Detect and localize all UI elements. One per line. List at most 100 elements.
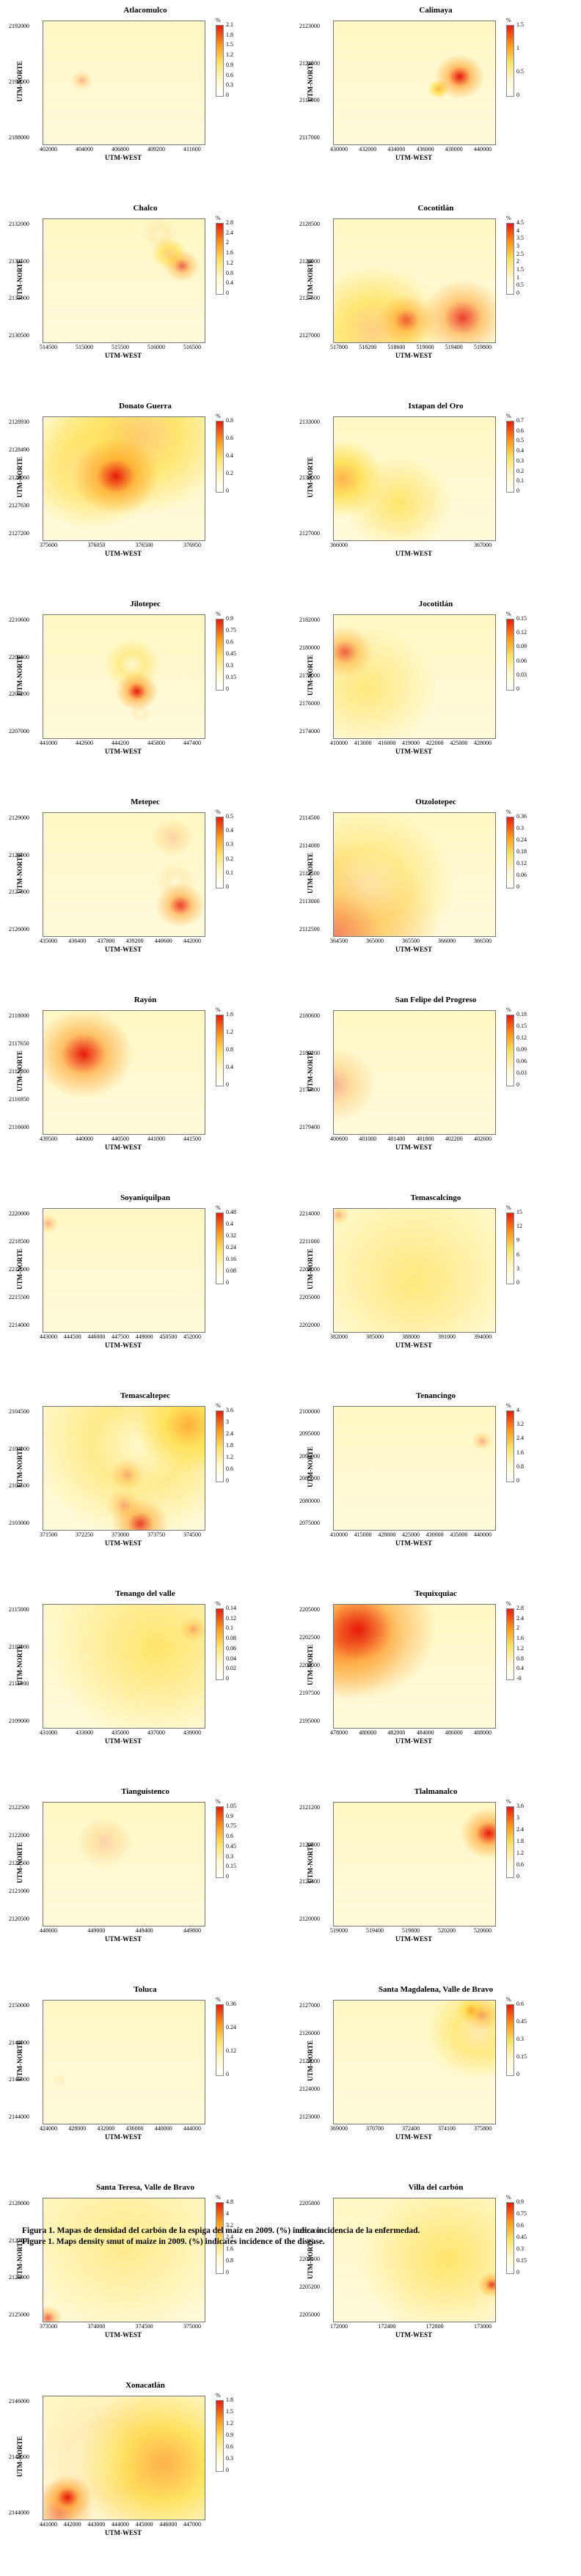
colorbar-tick-label: 1: [516, 45, 519, 51]
density-map: [333, 416, 496, 541]
y-tick-label: 2128000: [9, 851, 29, 858]
y-tick-label: 2217000: [9, 1266, 29, 1273]
colorbar-tick-label: 0.4: [226, 1064, 233, 1070]
x-tick-label: 428000: [474, 740, 492, 746]
colorbar-tick-label: 1.2: [226, 51, 233, 59]
y-tick-label: 2109000: [9, 1718, 29, 1724]
y-tick-label: 2121200: [299, 1804, 320, 1811]
colorbar-tick-label: 0.2: [516, 467, 524, 474]
colorbar-unit: %: [216, 1204, 221, 1211]
panel-title: Calimaya: [419, 6, 453, 15]
x-tick-label: 385000: [366, 1333, 384, 1340]
y-tick-label: 2192000: [9, 23, 29, 29]
y-tick-label: 2214000: [299, 1210, 320, 1217]
x-tick-label: 371500: [40, 1531, 57, 1538]
y-tick-label: 2111000: [9, 1680, 29, 1688]
y-tick-label: 2128930: [9, 419, 29, 425]
y-tick-label: 2115000: [9, 1606, 29, 1613]
colorbar: [216, 1608, 224, 1680]
y-tick-label: 2104500: [9, 1408, 29, 1415]
colorbar: [216, 1410, 224, 1482]
y-tick-label: 2218500: [9, 1238, 29, 1245]
x-axis-label: UTM-WEST: [104, 1539, 142, 1547]
colorbar-tick-label: 0.15: [516, 615, 527, 622]
x-axis-label: UTM-WEST: [395, 2133, 432, 2141]
colorbar: [216, 223, 224, 295]
map-panel: Temascaltepec UTM-NORTE 2104500 2104000 2103…: [0, 1388, 290, 1586]
density-map: [333, 1406, 496, 1531]
colorbar: [506, 1806, 514, 1878]
colorbar-unit: %: [506, 2194, 511, 2201]
x-tick-label: 366000: [330, 542, 348, 548]
colorbar-tick-label: 1.6: [226, 2245, 233, 2252]
panel-title: Villa del carbón: [408, 2183, 464, 2192]
y-tick-label: 2145000: [9, 2454, 29, 2460]
density-map: [333, 812, 496, 937]
colorbar-tick-label: 0.45: [516, 2018, 527, 2025]
y-tick-label: 2215500: [9, 1294, 29, 1300]
x-tick-label: 439500: [40, 1136, 57, 1142]
map-panel: San Felipe del Progreso UTM-NORTE 2180600 2…: [290, 993, 581, 1191]
y-tick-label: 2180600: [299, 1012, 320, 1019]
y-tick-label: 2176000: [299, 700, 320, 707]
map-panel: Rayón UTM-NORTE 2118000 2117650 2117300 21169…: [0, 993, 290, 1191]
x-tick-label: 518600: [387, 344, 406, 350]
colorbar-tick-label: 2.4: [516, 1826, 524, 1833]
x-tick-label: 432000: [97, 2125, 115, 2132]
x-tick-label: 365500: [402, 938, 420, 944]
density-map: [43, 1208, 205, 1333]
colorbar-unit: %: [216, 1996, 221, 2003]
y-tick-label: 2144000: [9, 2113, 29, 2120]
density-map: [43, 1802, 205, 1927]
y-tick-label: 2174000: [299, 728, 320, 735]
x-tick-label: 404000: [76, 146, 93, 152]
colorbar-tick-label: 0.08: [226, 1267, 236, 1274]
x-axis-label: UTM-WEST: [395, 352, 432, 359]
panel-title: Soyaniquilpan: [120, 1193, 170, 1202]
panel-title: Toluca: [134, 1985, 157, 1994]
x-tick-label: 436400: [68, 938, 87, 944]
colorbar-tick-label: 0: [226, 883, 229, 890]
x-tick-label: 449400: [135, 1927, 153, 1934]
x-tick-label: 444500: [63, 1333, 81, 1340]
x-tick-label: 420000: [378, 1531, 396, 1538]
colorbar: [506, 1015, 514, 1086]
colorbar-tick-label: 1.5: [516, 21, 524, 28]
x-axis-label: UTM-WEST: [395, 1935, 432, 1943]
x-tick-label: 515500: [112, 344, 129, 350]
colorbar-tick-label: 1.2: [226, 2420, 233, 2426]
panel-title: Ixtapan del Oro: [408, 402, 464, 411]
panel-title: Temascalcingo: [410, 1193, 461, 1202]
colorbar-tick-label: 1.8: [226, 31, 233, 38]
colorbar-unit: %: [216, 809, 221, 815]
x-tick-label: 364500: [330, 938, 348, 944]
colorbar-tick-label: 9: [516, 1237, 519, 1244]
colorbar-tick-label: 0.24: [516, 836, 527, 843]
colorbar: [216, 1806, 224, 1878]
x-tick-label: 388000: [402, 1333, 420, 1340]
panel-title: Jocotitlán: [418, 600, 453, 608]
colorbar-tick-label: 0.32: [226, 1232, 236, 1239]
colorbar-tick-label: 12: [516, 1223, 522, 1230]
y-tick-label: 2121000: [9, 1888, 29, 1894]
colorbar-tick-label: 1.8: [226, 2396, 233, 2403]
y-tick-label: 2116600: [9, 1124, 29, 1130]
colorbar-tick-label: 2.1: [226, 21, 233, 28]
colorbar-tick-label: 0.18: [516, 848, 527, 855]
colorbar-tick-label: 0.6: [516, 1861, 524, 1868]
x-tick-label: 450500: [159, 1333, 178, 1340]
density-map: [333, 1010, 496, 1135]
colorbar-tick-label: 0.24: [226, 1244, 236, 1251]
colorbar-tick-label: 0.45: [226, 1842, 236, 1850]
y-tick-label: 2095000: [299, 1430, 320, 1438]
y-tick-label: 2075000: [299, 1520, 320, 1526]
x-tick-label: 410000: [330, 740, 348, 746]
x-axis-label: UTM-WEST: [395, 1144, 432, 1151]
colorbar-tick-label: 0.15: [516, 1023, 527, 1029]
colorbar-tick-label: 1.6: [226, 249, 233, 257]
y-tick-label: 2150000: [9, 2002, 29, 2009]
colorbar-tick-label: 0.16: [226, 1256, 236, 1262]
colorbar-tick-label: 0: [516, 2269, 519, 2275]
x-tick-label: 374500: [135, 2323, 153, 2330]
colorbar-unit: %: [216, 2194, 221, 2201]
